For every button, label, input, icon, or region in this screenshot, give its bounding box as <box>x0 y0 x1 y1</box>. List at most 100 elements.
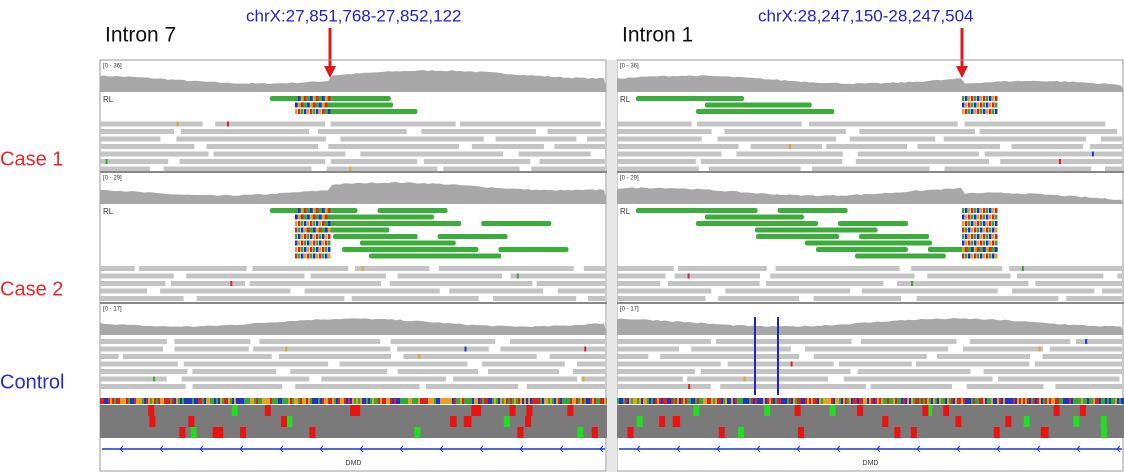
codon <box>376 405 382 416</box>
rl-label: RL <box>103 207 114 216</box>
base <box>398 398 400 404</box>
read <box>1042 354 1122 359</box>
codon <box>659 427 665 438</box>
mismatch <box>974 241 977 246</box>
base <box>771 398 773 404</box>
stop <box>232 405 238 416</box>
coverage-range: [0 - 36] <box>103 64 122 70</box>
base <box>873 398 875 404</box>
base <box>248 398 250 404</box>
mismatch <box>983 228 986 233</box>
base <box>530 398 532 404</box>
base <box>404 398 406 404</box>
mismatch <box>980 254 983 259</box>
codon <box>695 416 701 427</box>
base <box>182 398 184 404</box>
codon <box>1025 427 1031 438</box>
read <box>984 369 1122 374</box>
base <box>929 398 931 404</box>
stop <box>1041 427 1047 438</box>
base <box>1063 398 1065 404</box>
base <box>1051 398 1053 404</box>
base <box>120 398 122 404</box>
base <box>879 398 881 404</box>
mismatch <box>298 234 301 239</box>
base <box>266 398 268 404</box>
read <box>100 159 168 164</box>
read <box>186 274 304 279</box>
read <box>253 347 390 352</box>
codon <box>502 427 508 438</box>
base <box>138 398 140 404</box>
mismatch <box>322 234 325 239</box>
base <box>909 398 911 404</box>
base <box>240 398 242 404</box>
base <box>392 398 394 404</box>
mismatch <box>971 103 974 108</box>
mismatch <box>986 215 989 220</box>
base <box>356 398 358 404</box>
codon <box>238 416 244 427</box>
codon <box>388 405 394 416</box>
codon <box>490 427 496 438</box>
base <box>997 398 999 404</box>
base <box>276 398 278 404</box>
mismatch <box>313 221 316 226</box>
base <box>224 398 226 404</box>
base <box>753 398 755 404</box>
base <box>639 398 641 404</box>
mismatch <box>992 215 995 220</box>
codon <box>154 405 160 416</box>
base <box>180 398 182 404</box>
codon <box>556 416 562 427</box>
mismatch <box>989 221 992 226</box>
split-read <box>498 247 568 252</box>
codon <box>815 405 821 416</box>
read <box>547 129 605 134</box>
base <box>152 398 154 404</box>
base <box>588 398 590 404</box>
base <box>1023 398 1025 404</box>
base <box>1045 398 1047 404</box>
mismatch <box>980 109 983 114</box>
mismatch <box>298 247 301 252</box>
read <box>460 122 601 127</box>
codon <box>136 416 142 427</box>
mismatch <box>962 247 965 252</box>
codon <box>568 416 574 427</box>
base <box>494 398 496 404</box>
base <box>773 398 775 404</box>
read <box>985 152 1122 157</box>
mismatch <box>983 254 986 259</box>
base <box>124 398 126 404</box>
base <box>560 398 562 404</box>
codon <box>364 427 370 438</box>
base <box>438 398 440 404</box>
mismatch <box>298 215 301 220</box>
base <box>835 398 837 404</box>
base <box>520 398 522 404</box>
stop <box>281 416 287 427</box>
stop <box>148 405 154 416</box>
base <box>372 398 374 404</box>
read <box>443 167 519 172</box>
codon <box>112 416 118 427</box>
base <box>1109 398 1111 404</box>
codon <box>562 405 568 416</box>
base <box>330 398 332 404</box>
read <box>718 296 799 301</box>
mismatch <box>310 96 313 101</box>
mismatch <box>298 221 301 226</box>
base <box>703 398 705 404</box>
base <box>1049 398 1051 404</box>
read <box>687 377 828 382</box>
codon <box>773 427 779 438</box>
mismatch <box>986 254 989 259</box>
codon <box>454 405 460 416</box>
codon <box>118 427 124 438</box>
base <box>713 398 715 404</box>
mismatch <box>301 96 304 101</box>
base <box>580 398 582 404</box>
base <box>1019 398 1021 404</box>
codon <box>1109 427 1115 438</box>
